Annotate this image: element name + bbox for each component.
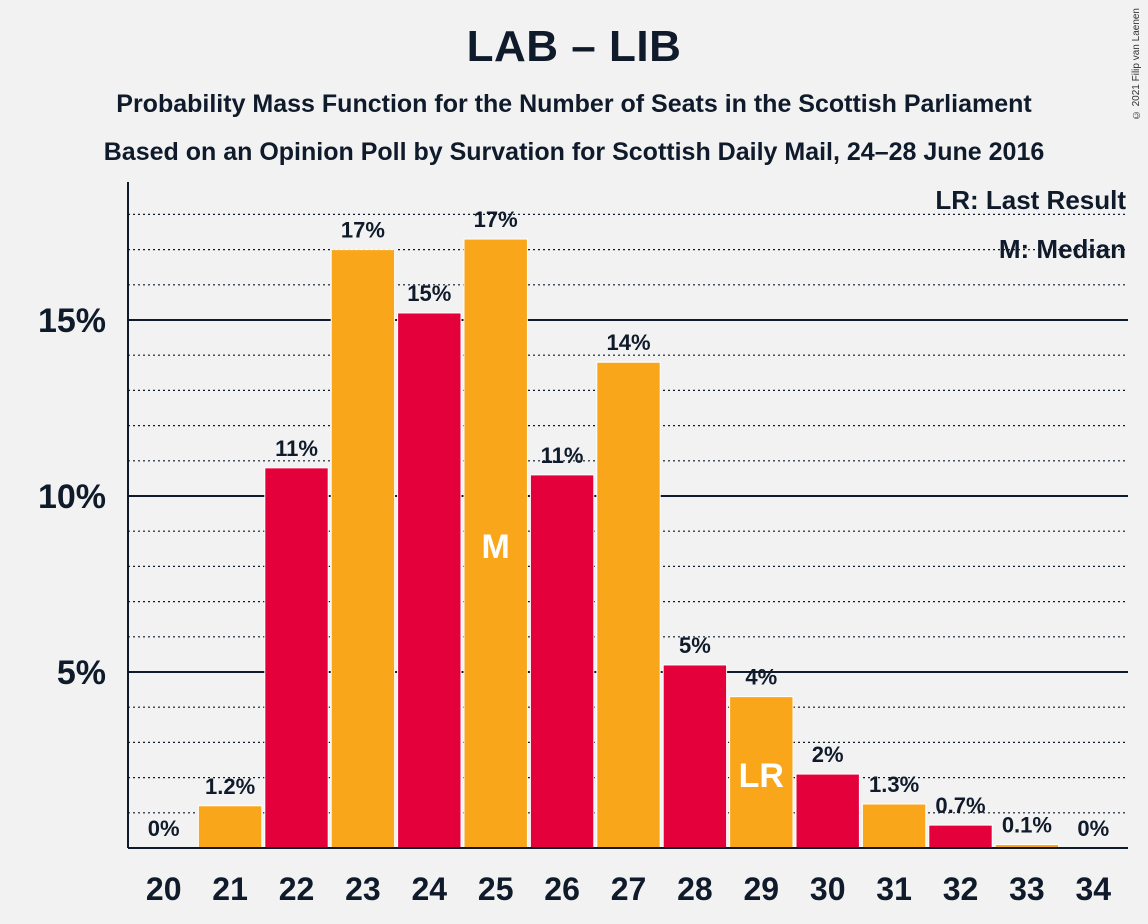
x-tick-label: 25 <box>478 871 514 907</box>
x-tick-label: 32 <box>943 871 979 907</box>
bar <box>596 361 661 849</box>
bar <box>264 467 329 849</box>
data-label: 0.1% <box>1002 812 1052 837</box>
x-tick-label: 30 <box>810 871 846 907</box>
x-tick-label: 33 <box>1009 871 1045 907</box>
bar <box>662 664 728 849</box>
x-tick-label: 24 <box>412 871 448 907</box>
data-label: 11% <box>541 443 584 468</box>
x-tick-label: 22 <box>279 871 315 907</box>
bar <box>397 312 462 849</box>
x-tick-label: 31 <box>876 871 912 907</box>
x-tick-label: 28 <box>677 871 713 907</box>
y-tick-label: 5% <box>57 654 106 692</box>
x-tick-label: 21 <box>212 871 248 907</box>
data-label: 0% <box>148 816 180 841</box>
bar <box>529 474 595 849</box>
data-label: 1.3% <box>869 772 919 797</box>
data-label: 17% <box>474 207 518 232</box>
data-label: 2% <box>812 742 844 767</box>
data-label: 4% <box>745 665 777 690</box>
chart-subtitle: Probability Mass Function for the Number… <box>116 90 1032 118</box>
data-label: 17% <box>341 218 385 243</box>
x-tick-label: 26 <box>544 871 580 907</box>
x-tick-label: 23 <box>345 871 381 907</box>
x-tick-label: 20 <box>146 871 182 907</box>
chart-source-line: Based on an Opinion Poll by Survation fo… <box>103 138 1045 166</box>
data-label: 15% <box>407 281 451 306</box>
bar <box>861 803 927 849</box>
data-label: 14% <box>606 330 650 355</box>
y-tick-label: 10% <box>38 478 106 516</box>
x-tick-label: 27 <box>611 871 647 907</box>
x-tick-label: 34 <box>1076 871 1112 907</box>
bar <box>795 773 860 849</box>
data-label: 11% <box>275 436 318 461</box>
y-tick-label: 15% <box>38 302 106 340</box>
data-label: 1.2% <box>205 774 255 799</box>
last-result-marker: LR <box>739 757 784 795</box>
median-marker: M <box>482 528 510 566</box>
bar <box>197 805 263 849</box>
data-label: 0% <box>1077 816 1109 841</box>
data-label: 0.7% <box>935 793 985 818</box>
data-label: 5% <box>679 633 711 658</box>
bar <box>330 249 396 849</box>
x-tick-label: 29 <box>744 871 780 907</box>
bar <box>928 824 993 849</box>
legend-median: M: Median <box>999 234 1126 264</box>
chart-title: LAB – LIB <box>466 22 682 71</box>
legend-last-result: LR: Last Result <box>935 185 1126 215</box>
